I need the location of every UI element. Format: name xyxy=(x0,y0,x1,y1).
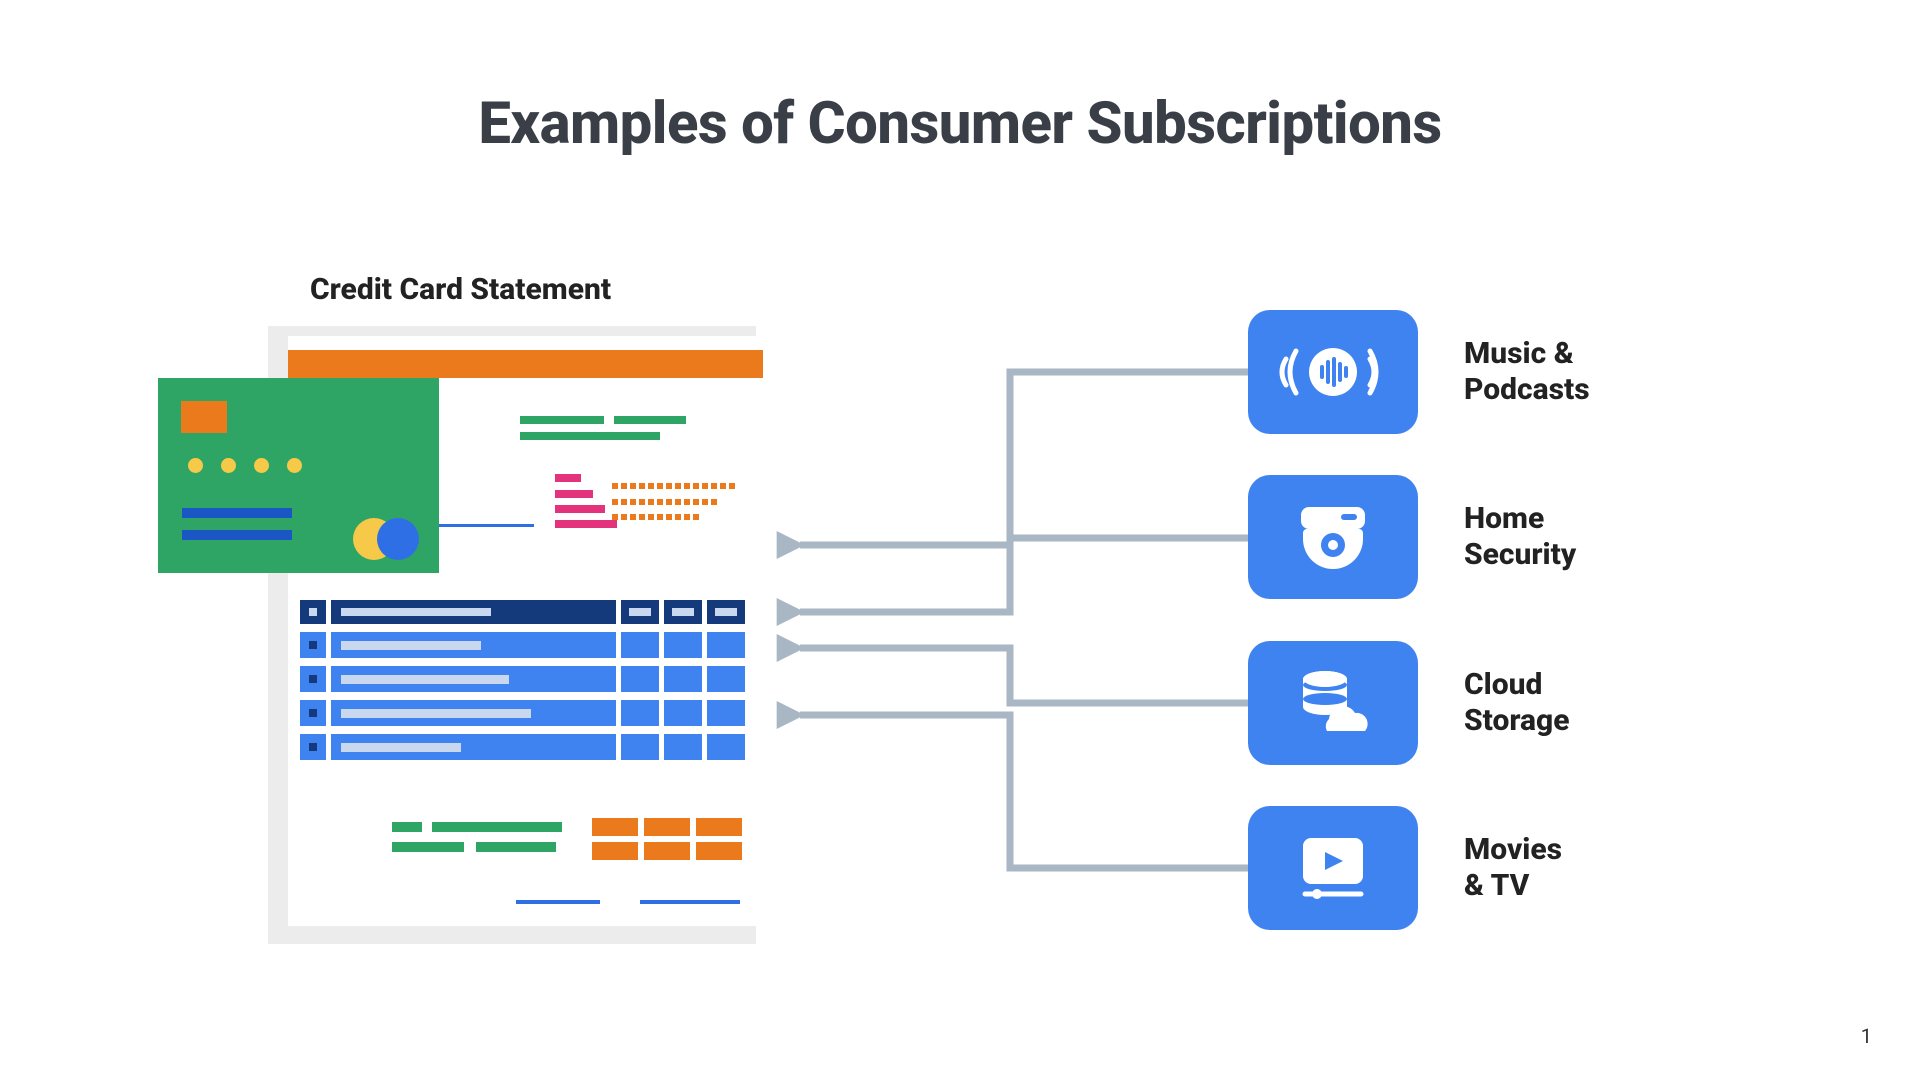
subscription-item-cloud: CloudStorage xyxy=(1248,641,1570,765)
table-row xyxy=(300,700,745,726)
subscription-item-music: Music &Podcasts xyxy=(1248,310,1590,434)
summary-underline xyxy=(516,900,600,904)
card-name-line xyxy=(182,530,292,540)
item-label: Home xyxy=(1464,501,1544,536)
card-name-line xyxy=(182,508,292,518)
statement-orange-dots xyxy=(612,474,738,482)
page-number: 1 xyxy=(1861,1024,1872,1048)
music-podcasts-icon xyxy=(1248,310,1418,434)
statement-barchart-bar xyxy=(555,505,605,513)
home-security-icon xyxy=(1248,475,1418,599)
summary-orange-block xyxy=(644,818,690,836)
statement-orange-dots xyxy=(612,505,702,513)
statement-barchart-bar xyxy=(555,520,617,528)
summary-underline xyxy=(640,900,740,904)
slide-title: Examples of Consumer Subscriptions xyxy=(0,90,1920,158)
summary-orange-block xyxy=(644,842,690,860)
card-number-dots xyxy=(188,458,302,473)
subscription-item-security: HomeSecurity xyxy=(1248,475,1576,599)
item-label: Cloud xyxy=(1464,667,1542,702)
summary-green-block xyxy=(392,842,464,852)
card-network-circle xyxy=(377,518,419,560)
summary-green-block xyxy=(476,842,556,852)
subscription-item-movies: Movies& TV xyxy=(1248,806,1562,930)
summary-orange-block xyxy=(696,842,742,860)
table-row xyxy=(300,734,745,760)
summary-orange-block xyxy=(592,818,638,836)
table-row xyxy=(300,632,745,658)
summary-green-block xyxy=(392,822,422,832)
movies-tv-icon xyxy=(1248,806,1418,930)
statement-orange-dots xyxy=(612,490,720,498)
item-label: Storage xyxy=(1464,703,1570,738)
summary-orange-block xyxy=(696,818,742,836)
item-label: & TV xyxy=(1464,868,1529,903)
item-label: Music & xyxy=(1464,336,1574,371)
table-row xyxy=(300,666,745,692)
item-label: Movies xyxy=(1464,832,1562,867)
item-label: Security xyxy=(1464,537,1576,572)
statement-barchart-bar xyxy=(555,474,581,482)
card-to-statement-connector xyxy=(439,524,534,527)
summary-green-block xyxy=(432,822,562,832)
card-chip-icon xyxy=(181,401,227,433)
statement-greenline xyxy=(520,432,660,440)
cloud-storage-icon xyxy=(1248,641,1418,765)
summary-orange-block xyxy=(592,842,638,860)
table-header-row xyxy=(300,600,745,624)
credit-card-illustration xyxy=(158,378,439,573)
statement-greenline xyxy=(614,416,686,424)
item-label: Podcasts xyxy=(1464,372,1590,407)
statement-barchart-bar xyxy=(555,490,593,498)
statement-greenline xyxy=(520,416,604,424)
statement-table xyxy=(300,600,745,760)
statement-header-bar xyxy=(288,350,763,378)
statement-heading: Credit Card Statement xyxy=(310,272,611,307)
